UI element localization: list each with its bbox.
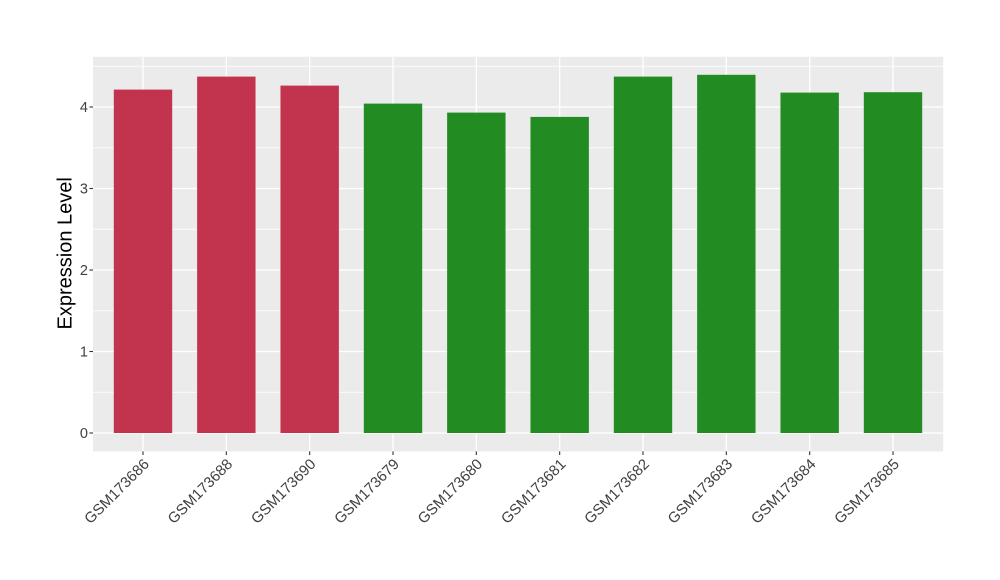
svg-text:Expression Level: Expression Level	[55, 177, 77, 329]
svg-text:3: 3	[80, 182, 88, 198]
svg-text:1: 1	[80, 345, 88, 361]
svg-text:2: 2	[80, 263, 88, 279]
svg-text:4: 4	[80, 100, 88, 116]
svg-text:0: 0	[80, 426, 88, 442]
